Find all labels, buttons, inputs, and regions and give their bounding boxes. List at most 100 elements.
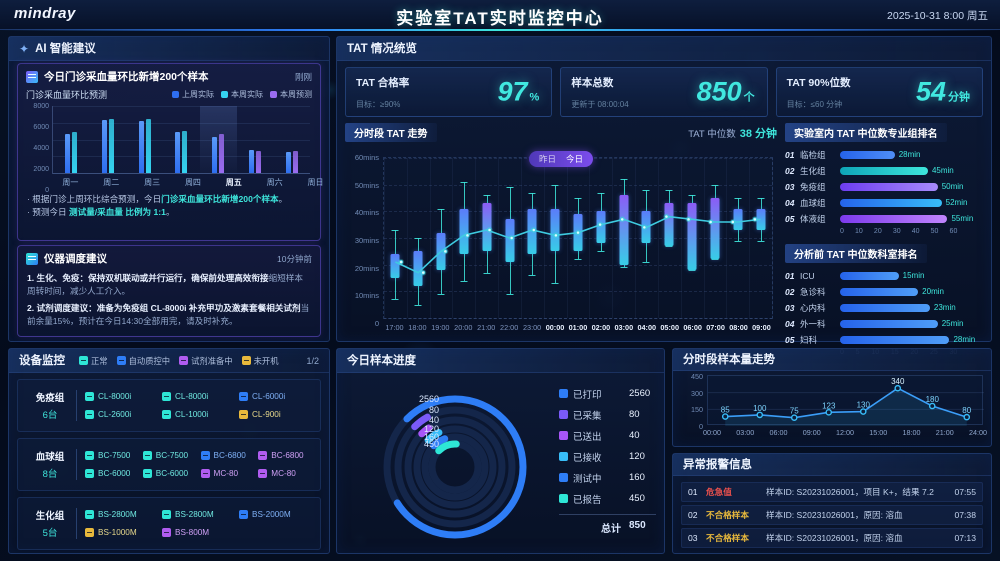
status-autoqc-icon	[116, 356, 126, 365]
alarm-row[interactable]: 02 不合格样本 样本ID: S20231026001，原因: 溶血 07:38	[681, 505, 983, 525]
grid-line	[680, 158, 682, 318]
grid-line	[384, 318, 772, 319]
divider	[76, 508, 77, 539]
rank-number: 02	[785, 165, 795, 176]
legend-value: 80	[629, 409, 640, 420]
boxplot-day-toggle[interactable]: 昨日 今日	[528, 151, 594, 167]
volume-svg: 85 100 75 123 130 340 180 80	[708, 377, 984, 426]
whisker-cap	[506, 294, 514, 295]
device-pagination[interactable]: 1/2	[306, 355, 319, 366]
legend-swatch	[559, 494, 568, 503]
alarm-row[interactable]: 01 危急值 样本ID: S20231026001，项目 K+，结果 7.2 07:5…	[681, 482, 983, 502]
group-ranking-chart: 实验室内 TAT 中位数专业组排名 01 临检组 28min 02 生化组 45min 03…	[785, 123, 983, 235]
legend-swatch	[172, 91, 179, 98]
legend-label: 测试中	[573, 473, 602, 485]
rank-bar	[840, 214, 948, 223]
status-autoqc-icon	[200, 451, 210, 460]
device-chip[interactable]: BC-6800	[258, 451, 314, 460]
progress-panel-title: 今日样本进度	[347, 354, 416, 367]
whisker-cap	[734, 240, 742, 242]
device-chip[interactable]: BS-800M	[162, 528, 237, 537]
bar-this-week	[219, 134, 225, 173]
bar-this-week	[292, 151, 298, 173]
status-normal-icon	[85, 410, 94, 419]
kpi-label: TAT 合格率	[356, 77, 410, 89]
device-chip[interactable]: BS-2800M	[162, 510, 237, 519]
alarm-info-panel: 异常报警信息 01 危急值 样本ID: S20231026001，项目 K+，结果 …	[672, 453, 992, 554]
ai-panel-header: ✦ AI 智能建议	[9, 37, 329, 61]
device-chip-grid: CL-8000i CL-8000i CL-6000i CL-2600i CL-1000i…	[77, 392, 314, 419]
device-chip[interactable]: MC-80	[258, 469, 314, 478]
device-status-legend-item: 试剂准备中	[179, 349, 233, 373]
text-segment: 门诊采血量环比新增200个样本	[161, 194, 279, 204]
bar-last-week	[212, 137, 218, 173]
whisker-cap	[642, 262, 650, 263]
rank-bar-track: 15min	[840, 271, 983, 280]
device-chip[interactable]: MC-80	[200, 469, 257, 478]
x-axis-label: 00:00	[545, 323, 565, 332]
x-axis-label: 周二	[103, 178, 120, 187]
alarm-panel-title: 异常报警信息	[683, 458, 752, 471]
text-segment: 。	[278, 194, 288, 204]
ring-value-label: 2560	[418, 394, 439, 404]
device-model: CL-8000i	[98, 392, 132, 401]
text-segment: 2. 试剂调度建议：准备为免疫组 CL-8000i 补充甲功及激素套餐相关试剂	[27, 302, 301, 313]
device-chip[interactable]: BC-6000	[142, 469, 199, 478]
axis-tick: 50	[930, 228, 939, 235]
device-chip[interactable]: BS-1000M	[85, 528, 160, 537]
legend-swatch	[559, 410, 568, 419]
device-group-count: 6台	[42, 410, 58, 421]
grid-line	[657, 158, 659, 318]
device-chip[interactable]: CL-8000i	[85, 392, 160, 401]
volume-x-axis: 00:00 03:00 06:00 09:00 12:00 15:00 18:00 21:00…	[703, 428, 987, 437]
whisker-cap	[620, 179, 628, 181]
rank-name: 免疫组	[800, 181, 826, 192]
device-chip[interactable]: BC-7500	[85, 451, 141, 460]
status-off-icon	[239, 410, 248, 419]
kpi-value: 54	[915, 76, 946, 107]
whisker-cap	[391, 230, 399, 231]
device-chip[interactable]: CL-900i	[239, 410, 314, 419]
device-status-legend: 正常 自动质控中 试剂准备中 未开机	[79, 349, 300, 373]
status-normal-icon	[85, 469, 94, 478]
x-axis-label: 22:00	[500, 323, 519, 332]
volume-point	[963, 413, 971, 421]
device-chip[interactable]: BC-6800	[200, 451, 257, 460]
device-model: BC-6800	[271, 451, 304, 460]
device-chip[interactable]: BS-2800M	[85, 510, 160, 519]
volume-area	[725, 388, 967, 426]
device-chip[interactable]: BC-7500	[142, 451, 199, 460]
device-chip[interactable]: CL-1000i	[162, 410, 237, 419]
device-chip[interactable]: CL-8000i	[162, 392, 237, 401]
device-chip[interactable]: BS-2000M	[239, 510, 314, 519]
grid-line	[53, 106, 310, 107]
bar-group	[126, 106, 163, 173]
grid-line	[406, 158, 408, 318]
bar-this-week	[72, 131, 78, 173]
device-chip[interactable]: CL-6000i	[239, 392, 314, 401]
bar-last-week	[102, 120, 108, 173]
whisker-cap	[437, 208, 445, 210]
boxplot-x-axis: 17:00 18:00 19:00 20:00 21:00 22:00 23:00 00:00…	[383, 323, 773, 335]
y-axis-label: 450	[691, 372, 703, 381]
device-status-legend-item: 未开机	[241, 349, 279, 373]
alarm-row[interactable]: 03 不合格样本 样本ID: S20231026001，原因: 溶血 07:13	[681, 528, 983, 548]
rank-name: 血球组	[800, 197, 826, 208]
x-axis-label: 12:00	[836, 428, 854, 437]
whisker-cap	[757, 198, 765, 199]
ranking-row: 05 体液组 55min	[785, 212, 983, 225]
device-chip[interactable]: BC-6000	[85, 469, 141, 478]
device-model: CL-900i	[252, 410, 281, 419]
y-axis-label: 50mins	[354, 180, 379, 190]
device-chip[interactable]: CL-2600i	[85, 410, 160, 419]
device-groups: 免疫组 6台 CL-8000i CL-8000i CL-6000i CL-2600i CL-…	[9, 379, 329, 550]
rank-value: 55min	[951, 213, 974, 223]
device-group: 血球组 8台 BC-7500 BC-7500 BC-6800 BC-6800 BC-6000…	[17, 438, 321, 491]
alarm-detail: 样本ID: S20231026001，项目 K+，结果 7.2	[766, 487, 934, 497]
ai-insight-card: 今日门诊采血量环比新增200个样本 刚刚 门诊采血量环比预测 上周实际 本周实际 本…	[17, 63, 324, 241]
legend-swatch	[559, 431, 568, 440]
bar-group	[53, 106, 90, 173]
legend-swatch	[559, 452, 568, 461]
y-axis-label: 0	[45, 187, 49, 194]
x-axis-label: 03:00	[736, 428, 755, 437]
